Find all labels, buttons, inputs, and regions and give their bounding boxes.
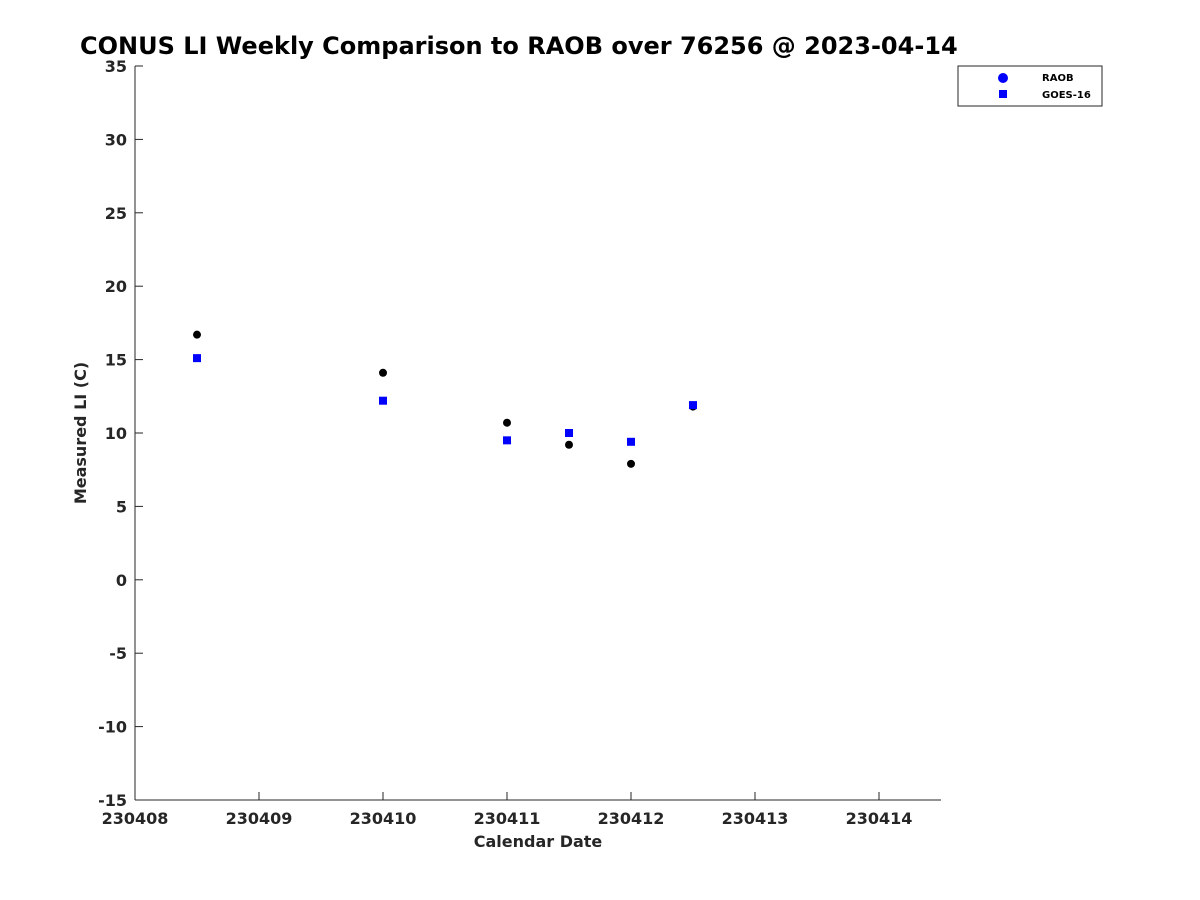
series-goes-16: [193, 354, 697, 446]
y-tick-label: 35: [105, 57, 127, 76]
point-raob: [503, 418, 511, 427]
y-tick-label: 20: [105, 277, 127, 296]
x-tick-label: 230409: [226, 809, 293, 828]
point-goes-16: [627, 437, 635, 446]
legend-box: [957, 65, 1103, 107]
legend-marker-raob: [998, 73, 1008, 83]
y-tick-label: -10: [98, 718, 127, 737]
y-tick-label: -15: [98, 791, 127, 810]
y-tick-label: 25: [105, 204, 127, 223]
point-raob: [565, 440, 573, 449]
x-tick-label: 230413: [722, 809, 789, 828]
x-axis-label: Calendar Date: [474, 832, 603, 851]
legend: RAOB GOES-16: [957, 65, 1103, 107]
y-tick-label: 15: [105, 351, 127, 370]
x-tick-label: 230410: [350, 809, 417, 828]
x-tick-label: 230408: [102, 809, 169, 828]
y-tick-label: -5: [109, 644, 127, 663]
point-goes-16: [193, 354, 201, 363]
x-tick-label: 230414: [846, 809, 913, 828]
point-raob: [379, 368, 387, 377]
legend-label-goes-16: GOES-16: [1042, 90, 1091, 101]
legend-label-raob: RAOB: [1042, 73, 1074, 84]
data-series: [193, 330, 697, 468]
point-goes-16: [565, 429, 573, 437]
y-tick-label: 0: [116, 571, 127, 590]
y-tick-label: 30: [105, 130, 127, 149]
point-goes-16: [379, 396, 387, 405]
point-raob: [627, 459, 635, 468]
point-goes-16: [503, 436, 511, 445]
x-ticks: 230408 230409 230410 230411 230412 230413 2304…: [102, 792, 913, 828]
point-raob: [193, 330, 201, 339]
y-ticks: 35 30 25 20 15 10 5 0 -5 -10 -15: [98, 57, 143, 810]
point-goes-16: [689, 401, 697, 410]
y-tick-label: 10: [105, 424, 127, 443]
legend-marker-goes-16: [999, 90, 1007, 98]
chart-title: CONUS LI Weekly Comparison to RAOB over …: [80, 32, 958, 60]
x-tick-label: 230412: [598, 809, 665, 828]
x-tick-label: 230411: [474, 809, 541, 828]
y-axis-label: Measured LI (C): [71, 362, 90, 504]
y-tick-label: 5: [116, 497, 127, 516]
